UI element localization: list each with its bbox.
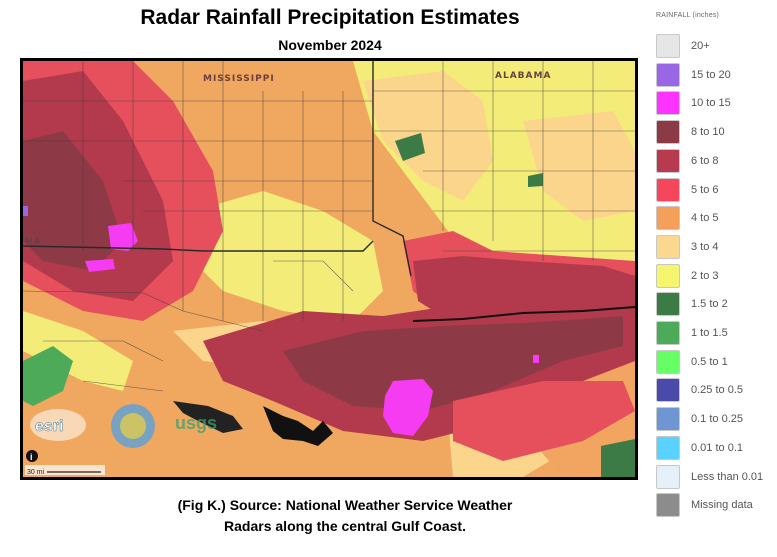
legend-title: RAINFALL (inches)	[656, 12, 720, 19]
legend-label: 1 to 1.5	[691, 327, 728, 339]
legend-swatch	[656, 120, 680, 145]
info-icon[interactable]: i	[26, 450, 38, 462]
legend-label: 4 to 5	[691, 212, 719, 225]
legend-item: 0.5 to 1	[656, 349, 774, 374]
legend-item: 3 to 4	[656, 234, 774, 259]
scale-label: 30 mi	[27, 469, 45, 476]
legend-swatch	[656, 91, 680, 116]
legend-item: 20+	[656, 34, 774, 58]
scale-bar: 30 mi	[25, 465, 105, 476]
legend-item: 0.25 to 0.5	[656, 378, 774, 403]
legend-swatch	[656, 321, 680, 345]
barrier-islands	[412, 306, 635, 322]
rain-zone-3to4	[363, 71, 493, 201]
rain-zone-10to15-west2	[85, 259, 115, 272]
legend-item: 5 to 6	[656, 177, 774, 202]
rain-zone-15to2-north	[395, 133, 425, 161]
rain-zone-10to15-gulf	[383, 379, 433, 436]
state-label-alabama: ALABAMA	[495, 71, 551, 81]
legend-label: Missing data	[691, 499, 753, 512]
chart-subtitle: November 2024	[278, 37, 382, 53]
legend-label: 0.1 to 0.25	[691, 413, 743, 426]
county-lines	[23, 61, 635, 392]
legend-item: 6 to 8	[656, 148, 774, 173]
legend-swatch	[656, 206, 680, 231]
legend-swatch	[656, 148, 680, 173]
rain-zone-15to2-southeast	[601, 439, 635, 477]
state-label-mississippi: MISSISSIPPI	[203, 74, 275, 84]
legend-item: Less than 0.01	[656, 464, 774, 489]
legend-swatch	[656, 407, 680, 432]
legend-label: 2 to 3	[691, 269, 719, 282]
legend-item: 10 to 15	[656, 91, 774, 116]
rain-zone-10to15-west1	[108, 223, 138, 251]
legend-label: Less than 0.01	[691, 470, 764, 483]
rain-zone-2to3-central	[193, 191, 383, 321]
legend-label: 0.5 to 1	[691, 355, 728, 368]
legend-label: 3 to 4	[691, 240, 719, 253]
legend-label: 10 to 15	[691, 97, 731, 110]
legend-label: 0.25 to 0.5	[691, 384, 743, 397]
rain-zone-2to3-west	[23, 311, 133, 391]
coastline-marsh	[173, 401, 243, 433]
legend-swatch	[656, 62, 680, 87]
legend-item: 2 to 3	[656, 263, 774, 288]
legend-swatch	[656, 34, 680, 58]
svg-text:esri: esri	[35, 418, 63, 435]
rain-zone-10to15-speck	[533, 355, 539, 363]
legend-swatch	[656, 177, 680, 202]
legend-item: 0.1 to 0.25	[656, 407, 774, 432]
esri-logo: esri	[30, 409, 86, 441]
rain-zone-8to10-west	[23, 131, 123, 271]
svg-text:usgs: usgs	[175, 413, 217, 433]
chart-title: Radar Rainfall Precipitation Estimates	[140, 6, 520, 29]
legend-label: 6 to 8	[691, 154, 719, 167]
caption-line-2: Radars along the central Gulf Coast.	[224, 518, 466, 534]
legend-swatch	[656, 234, 680, 259]
noaa-logo	[111, 404, 155, 448]
legend-label: 1.5 to 2	[691, 298, 728, 311]
rainfall-map[interactable]: MISSISSIPPI ALABAMA NA esri usgs i 30 mi	[20, 58, 638, 480]
legend-item: 0.01 to 0.1	[656, 435, 774, 460]
coastline-lake	[263, 406, 333, 446]
usgs-logo: usgs	[175, 413, 217, 433]
legend-label: 20+	[691, 40, 710, 52]
legend-swatch	[656, 292, 680, 317]
legend-swatch	[656, 435, 680, 460]
legend-item: 15 to 20	[656, 62, 774, 87]
rain-zone-8to10-gulf	[283, 316, 623, 411]
legend-item: 4 to 5	[656, 206, 774, 231]
legend-item: 1 to 1.5	[656, 321, 774, 345]
legend-swatch	[656, 464, 680, 489]
caption-line-1: (Fig K.) Source: National Weather Servic…	[177, 497, 513, 513]
legend-swatch	[656, 263, 680, 288]
legend-item: 8 to 10	[656, 120, 774, 145]
legend-label: 0.01 to 0.1	[691, 441, 743, 454]
rain-zone-15to20-speck	[23, 206, 28, 216]
legend-swatch	[656, 493, 680, 518]
figure-caption: (Fig K.) Source: National Weather Servic…	[20, 495, 740, 537]
rain-zone-3to4-east	[523, 111, 635, 221]
legend-item: 1.5 to 2	[656, 292, 774, 317]
rain-zone-1to15-west	[23, 346, 73, 406]
rain-zone-15to2-speck	[528, 173, 543, 187]
legend-item: Missing data	[656, 493, 774, 518]
legend-swatch	[656, 378, 680, 403]
map-canvas: MISSISSIPPI ALABAMA NA esri usgs i 30 mi	[23, 61, 635, 477]
rain-zone-5to6-southeast	[453, 381, 635, 461]
state-label-louisiana: NA	[25, 237, 42, 247]
legend-label: 8 to 10	[691, 126, 725, 139]
svg-text:i: i	[30, 452, 33, 462]
legend-swatch	[656, 349, 680, 374]
legend-label: 15 to 20	[691, 68, 731, 81]
legend-label: 5 to 6	[691, 183, 719, 196]
legend: RAINFALL (inches) 20+ 15 to 20 10 to 15 8 t…	[650, 12, 775, 518]
